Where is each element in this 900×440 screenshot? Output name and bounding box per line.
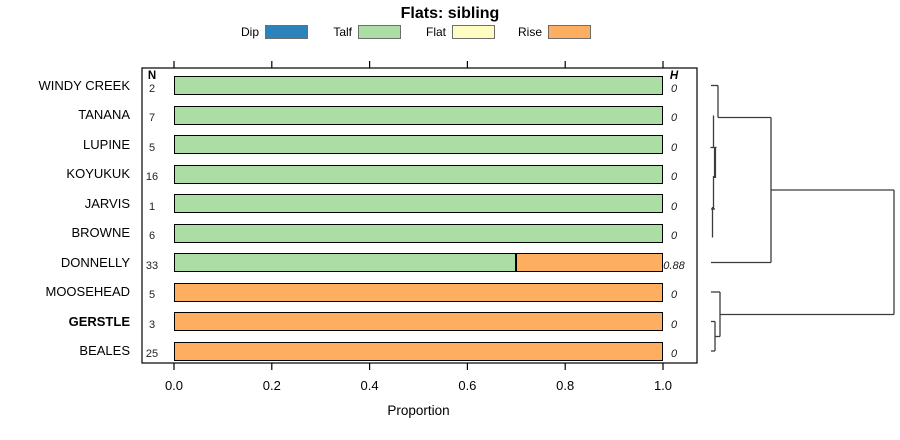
h-value: 0 — [670, 318, 678, 331]
n-value: 16 — [145, 171, 159, 183]
h-value: 0 — [670, 82, 678, 95]
bar-segment-talf — [174, 194, 663, 213]
h-value: 0 — [670, 348, 678, 360]
legend-label-flat: Flat — [425, 25, 446, 39]
stacked-bar — [174, 282, 663, 302]
stacked-bar — [174, 105, 663, 125]
n-value: 2 — [148, 82, 156, 95]
h-value: 0 — [670, 171, 678, 183]
x-axis-title: Proportion — [387, 403, 450, 418]
row-label-tanana: TANANA — [78, 107, 130, 122]
h-value: 0 — [670, 200, 678, 213]
legend-swatch-flat — [452, 25, 495, 39]
bar-segment-talf — [174, 76, 663, 95]
bar-segment-rise — [174, 282, 663, 302]
n-value: 3 — [148, 318, 156, 331]
legend-label-talf: Talf — [333, 25, 352, 39]
x-tick-label: 0.4 — [360, 378, 379, 393]
plot-box — [141, 67, 698, 364]
h-value: 0 — [670, 112, 678, 124]
stacked-bar — [174, 164, 663, 184]
h-value: 0 — [670, 230, 678, 242]
n-value: 25 — [145, 348, 159, 360]
h-column-header: H — [669, 70, 679, 82]
n-value: 33 — [145, 259, 159, 272]
bar-segment-talf — [174, 223, 663, 243]
n-value: 6 — [148, 230, 156, 242]
bar-segment-rise — [516, 253, 663, 272]
legend-label-rise: Rise — [517, 25, 542, 39]
n-value: 7 — [148, 112, 156, 124]
legend-label-dip: Dip — [240, 25, 259, 39]
n-value: 1 — [148, 200, 156, 213]
h-value: 0.88 — [663, 259, 685, 272]
x-tick-label: 1.0 — [653, 378, 673, 393]
bar-segment-talf — [174, 164, 663, 184]
n-value: 5 — [148, 289, 156, 301]
row-label-browne: BROWNE — [71, 225, 131, 240]
row-label-beales: BEALES — [79, 343, 130, 358]
bar-segment-talf — [174, 253, 517, 272]
x-tick-label: 0.8 — [556, 378, 575, 393]
x-tick-label: 0.0 — [164, 378, 184, 393]
n-column-header: N — [147, 70, 157, 82]
stacked-bar — [174, 76, 663, 95]
n-value: 5 — [148, 141, 156, 154]
legend-swatch-talf — [358, 25, 401, 39]
bar-segment-talf — [174, 135, 663, 154]
stacked-bar — [174, 341, 663, 361]
row-label-gerstle: GERSTLE — [68, 313, 130, 329]
stacked-bar — [174, 135, 663, 154]
row-label-windy-creek: WINDY CREEK — [38, 77, 131, 93]
x-tick-label: 0.2 — [262, 378, 281, 393]
row-label-donnelly: DONNELLY — [60, 254, 130, 270]
stacked-bar — [174, 194, 663, 213]
chart-title: Flats: sibling — [400, 5, 500, 22]
h-value: 0 — [670, 289, 678, 301]
legend-swatch-rise — [548, 25, 591, 39]
h-value: 0 — [670, 141, 678, 154]
bar-segment-talf — [174, 105, 663, 125]
stacked-bar — [174, 253, 663, 272]
row-label-koyukuk: KOYUKUK — [66, 166, 130, 181]
row-label-moosehead: MOOSEHEAD — [45, 284, 130, 299]
stacked-bar — [174, 312, 663, 331]
stacked-bar — [174, 223, 663, 243]
bar-segment-rise — [174, 341, 663, 361]
row-label-jarvis: JARVIS — [84, 195, 130, 211]
x-tick-label: 0.6 — [458, 378, 477, 393]
bar-segment-rise — [174, 312, 663, 331]
legend-swatch-dip — [265, 25, 308, 39]
row-label-lupine: LUPINE — [83, 136, 130, 152]
